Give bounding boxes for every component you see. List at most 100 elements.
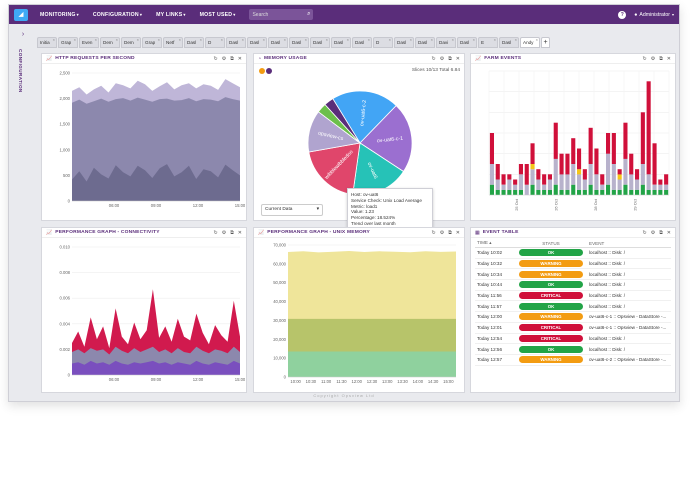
table-row[interactable]: Today 10:32 WARNING localhost :: Disk: / (475, 258, 671, 270)
bar-segment[interactable] (513, 179, 518, 185)
bar-segment[interactable] (664, 189, 669, 195)
tab-dashboard[interactable]: Dasl ✕ (394, 37, 414, 48)
bar-segment[interactable] (518, 189, 523, 195)
bar-segment[interactable] (617, 189, 622, 195)
tab-close-icon[interactable]: ✕ (115, 38, 118, 42)
bar-segment[interactable] (588, 184, 593, 195)
bar-segment[interactable] (606, 184, 611, 195)
close-icon[interactable]: ✕ (455, 229, 460, 236)
bar-segment[interactable] (542, 189, 547, 195)
bar-segment[interactable] (611, 133, 616, 164)
bar-segment[interactable] (617, 179, 622, 190)
bar-segment[interactable] (577, 148, 582, 170)
refresh-icon[interactable]: ↻ (642, 229, 647, 236)
bar-segment[interactable] (617, 169, 622, 175)
tab-dashboard[interactable]: Even ✕ (79, 37, 99, 48)
bar-segment[interactable] (501, 174, 506, 185)
bar-segment[interactable] (658, 179, 663, 185)
bar-segment[interactable] (536, 179, 541, 190)
bar-segment[interactable] (594, 189, 599, 195)
bar-segment[interactable] (582, 179, 587, 190)
bar-segment[interactable] (646, 81, 651, 175)
tab-dashboard[interactable]: Grap ✕ (58, 37, 78, 48)
bar-segment[interactable] (600, 184, 605, 190)
table-row[interactable]: Today 10:34 WARNING localhost :: Disk: / (475, 268, 671, 281)
tab-dashboard[interactable]: Dasl ✕ (184, 37, 204, 48)
add-tab-button[interactable]: + (541, 37, 550, 48)
tab-close-icon[interactable]: ✕ (262, 38, 265, 42)
search-input[interactable] (252, 11, 303, 18)
nav-most-used[interactable]: MOST USED▾ (200, 12, 236, 18)
status-dot-brand[interactable] (266, 68, 272, 74)
bar-segment[interactable] (577, 169, 582, 175)
bar-segment[interactable] (635, 189, 640, 195)
bar-segment[interactable] (623, 158, 628, 185)
tab-dashboard[interactable]: Initia ✕ (37, 37, 57, 48)
copy-icon[interactable]: ⧉ (659, 55, 663, 62)
user-menu[interactable]: Administrator (639, 11, 670, 18)
tab-dashboard[interactable]: Andy ✕ (520, 37, 540, 48)
table-row[interactable]: Today 12:01 CRITICAL ov-uat6-c-1 :: Opsvie… (475, 322, 671, 334)
tab-dashboard[interactable]: D ✕ (205, 37, 225, 48)
tab-dashboard[interactable]: Grap ✕ (142, 37, 162, 48)
tab-close-icon[interactable]: ✕ (52, 38, 55, 42)
area-series[interactable] (72, 360, 240, 375)
gear-icon[interactable]: ⚙ (221, 55, 227, 62)
refresh-icon[interactable]: ↻ (213, 55, 218, 62)
bar-segment[interactable] (652, 143, 657, 185)
copy-icon[interactable]: ⧉ (448, 229, 452, 236)
bar-segment[interactable] (518, 164, 523, 175)
close-icon[interactable]: ✕ (666, 55, 671, 62)
bar-segment[interactable] (518, 174, 523, 190)
gear-icon[interactable]: ⚙ (439, 229, 445, 236)
tab-dashboard[interactable]: Dasl ✕ (457, 37, 477, 48)
close-icon[interactable]: ✕ (237, 229, 242, 236)
bar-segment[interactable] (635, 179, 640, 190)
status-dot-warning[interactable] (259, 68, 265, 74)
tab-dashboard[interactable]: Dem ✕ (121, 37, 141, 48)
bar-segment[interactable] (495, 189, 500, 195)
table-row[interactable]: Today 11:56 CRITICAL localhost :: Disk: / (475, 290, 671, 302)
tab-close-icon[interactable]: ✕ (451, 38, 454, 42)
tab-close-icon[interactable]: ✕ (514, 38, 517, 42)
nav-configuration[interactable]: CONFIGURATION▾ (93, 12, 142, 18)
bar-segment[interactable] (530, 164, 535, 170)
bar-segment[interactable] (658, 189, 663, 195)
bar-segment[interactable] (530, 143, 535, 164)
col-event[interactable]: EVENT (587, 239, 671, 248)
copy-icon[interactable]: ⧉ (230, 229, 234, 236)
bar-segment[interactable] (664, 184, 669, 190)
copy-icon[interactable]: ⧉ (230, 55, 234, 62)
bar-segment[interactable] (582, 189, 587, 195)
search-icon[interactable]: ⌕ (307, 11, 311, 17)
bar-segment[interactable] (629, 174, 634, 190)
bar-segment[interactable] (571, 164, 576, 185)
tab-close-icon[interactable]: ✕ (178, 38, 181, 42)
tab-dashboard[interactable]: Dasl ✕ (331, 37, 351, 48)
bar-segment[interactable] (635, 169, 640, 180)
bar-segment[interactable] (559, 153, 564, 175)
close-icon[interactable]: ✕ (237, 55, 242, 62)
bar-segment[interactable] (524, 184, 529, 195)
tab-close-icon[interactable]: ✕ (388, 38, 391, 42)
bar-segment[interactable] (501, 189, 506, 195)
tab-close-icon[interactable]: ✕ (241, 38, 244, 42)
bar-segment[interactable] (530, 169, 535, 185)
bar-segment[interactable] (536, 189, 541, 195)
bar-segment[interactable] (507, 189, 512, 195)
tab-close-icon[interactable]: ✕ (325, 38, 328, 42)
bar-segment[interactable] (547, 174, 552, 180)
refresh-icon[interactable]: ↻ (431, 55, 436, 62)
tab-dashboard[interactable]: D ✕ (373, 37, 393, 48)
tab-dashboard[interactable]: E ✕ (478, 37, 498, 48)
bar-segment[interactable] (553, 184, 558, 195)
bar-segment[interactable] (524, 164, 529, 185)
sidebar-label[interactable]: CONFIGURATION (18, 49, 23, 93)
tab-close-icon[interactable]: ✕ (94, 38, 97, 42)
tab-close-icon[interactable]: ✕ (472, 38, 475, 42)
copy-icon[interactable]: ⧉ (448, 55, 452, 62)
bar-segment[interactable] (553, 158, 558, 185)
bar-segment[interactable] (542, 174, 547, 185)
bar-segment[interactable] (547, 179, 552, 190)
bar-segment[interactable] (623, 184, 628, 195)
